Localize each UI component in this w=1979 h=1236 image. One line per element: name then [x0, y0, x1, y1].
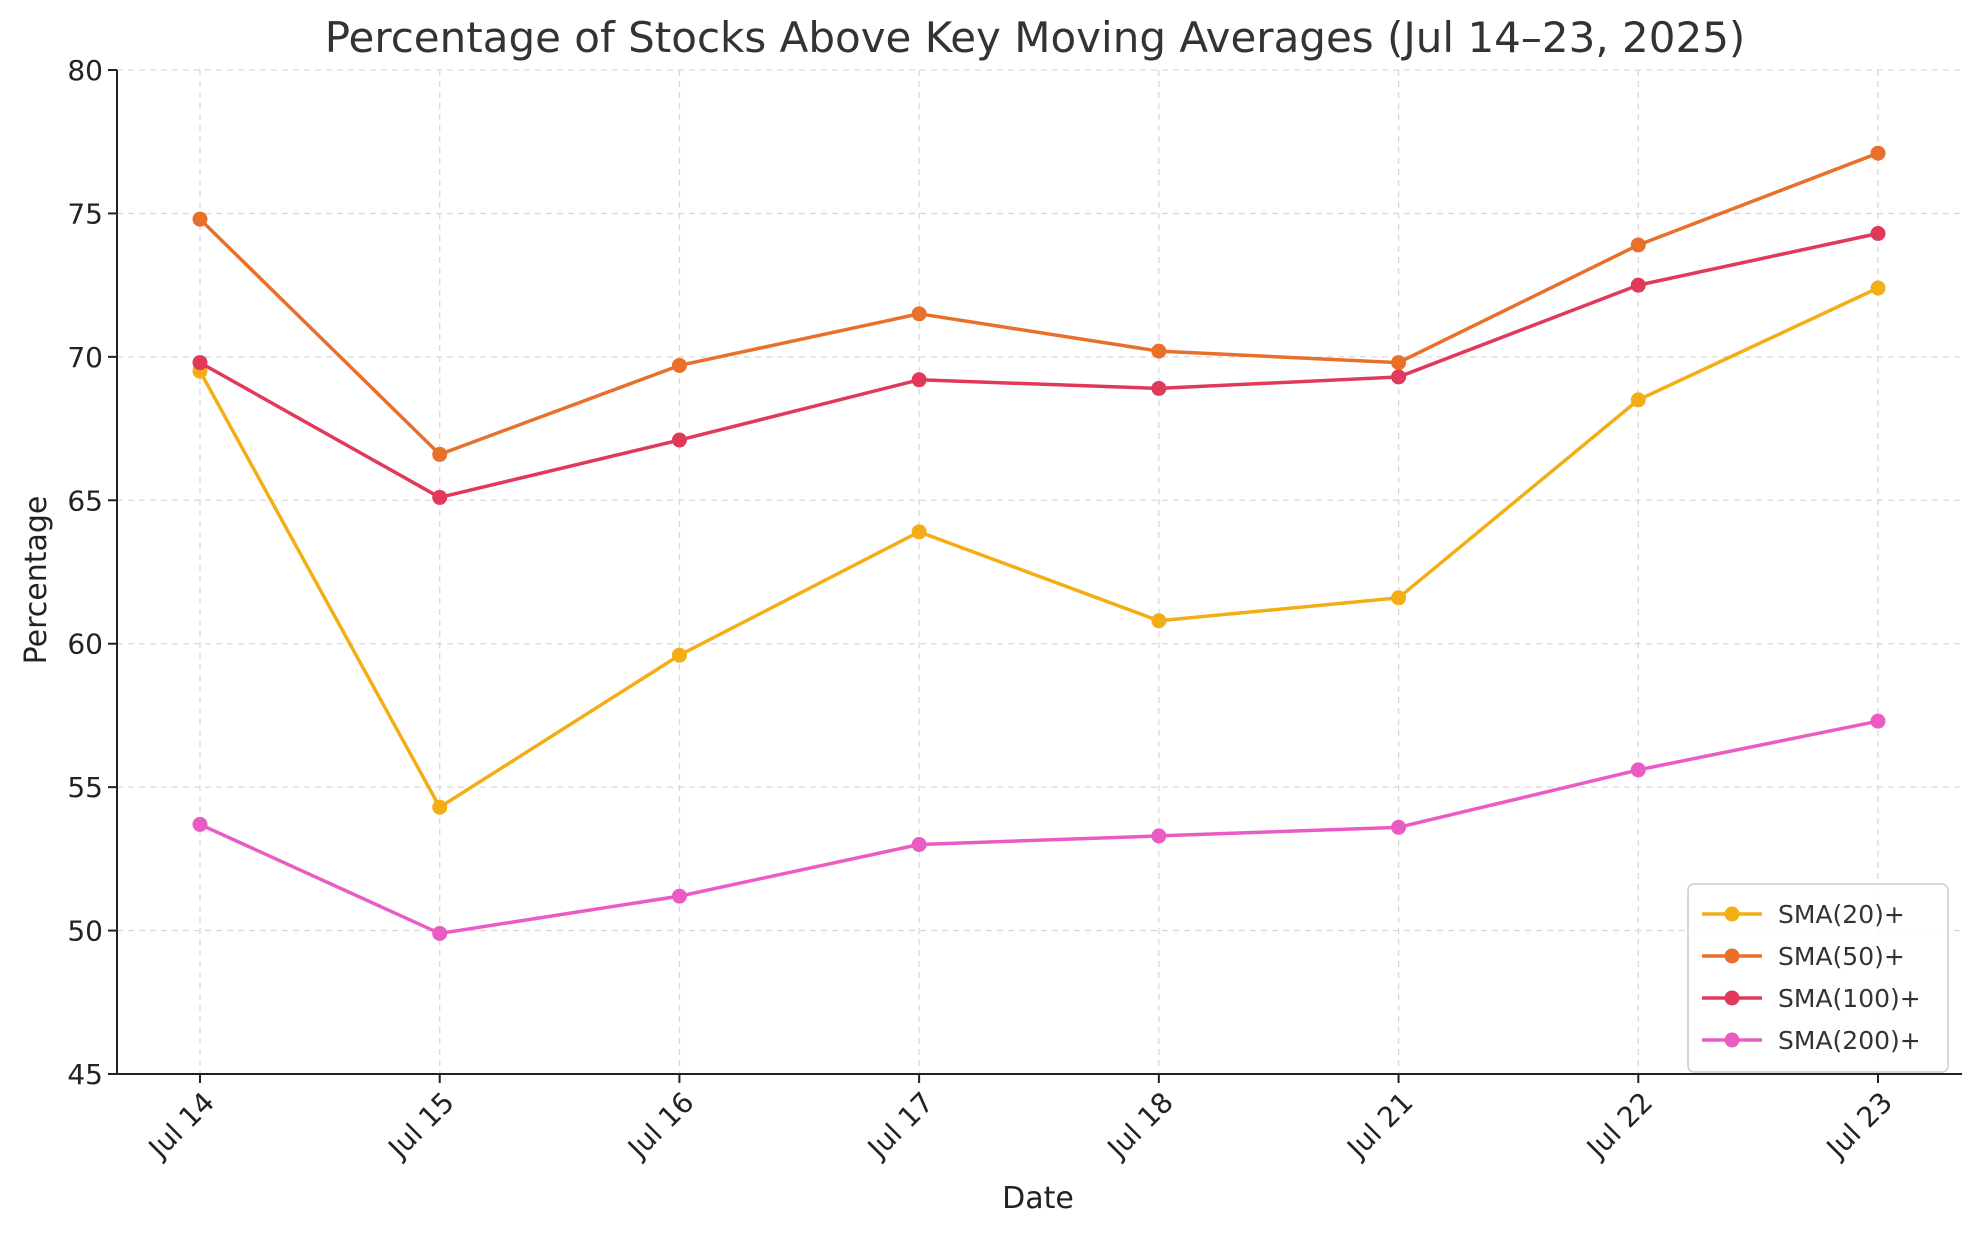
point-2-5: [1391, 369, 1407, 385]
series-line-1: [198, 151, 1879, 457]
x-tick-label-7: Jul 23: [1819, 1086, 1899, 1166]
point-0-2: [671, 647, 687, 663]
point-1-1: [432, 446, 448, 462]
series-1: [192, 145, 1886, 462]
legend-swatch-marker-3: [1724, 1032, 1740, 1048]
point-0-6: [1630, 392, 1646, 408]
point-0-7: [1870, 280, 1886, 296]
x-tick-label-6: Jul 22: [1579, 1086, 1659, 1166]
y-tick-label-4: 65: [67, 484, 103, 517]
y-tick-label-5: 70: [67, 341, 103, 374]
y-tick-label-1: 50: [67, 915, 103, 948]
point-3-5: [1391, 819, 1407, 835]
point-3-6: [1630, 762, 1646, 778]
point-2-1: [432, 489, 448, 505]
point-1-6: [1630, 237, 1646, 253]
point-3-1: [432, 925, 448, 941]
point-2-7: [1870, 226, 1886, 242]
point-2-3: [911, 372, 927, 388]
point-3-0: [192, 816, 208, 832]
legend-swatch-marker-0: [1724, 906, 1740, 922]
series-0: [192, 280, 1886, 815]
y-tick-label-7: 80: [67, 54, 103, 87]
series-lines: [192, 145, 1886, 941]
x-tick-label-5: Jul 21: [1339, 1086, 1419, 1166]
point-1-4: [1151, 343, 1167, 359]
point-1-3: [911, 306, 927, 322]
x-tick-label-3: Jul 17: [860, 1086, 940, 1166]
point-2-4: [1151, 380, 1167, 396]
point-1-7: [1870, 145, 1886, 161]
axes: [116, 70, 1962, 1075]
y-tick-label-3: 60: [67, 628, 103, 661]
x-tick-label-1: Jul 15: [381, 1086, 461, 1166]
legend-swatch-marker-1: [1724, 948, 1740, 964]
legend-label-0: SMA(20)+: [1778, 900, 1905, 929]
tick-labels: 45 50 55 60 65 70 75 80 Jul 14 Jul 15 Jul 16 Jul 17…: [67, 54, 1899, 1166]
point-0-4: [1151, 613, 1167, 629]
y-tick-label-0: 45: [67, 1058, 103, 1091]
series-line-0: [198, 286, 1879, 809]
series-line-3: [199, 719, 1879, 936]
point-2-0: [192, 355, 208, 371]
series-line-2: [199, 231, 1879, 500]
legend-label-3: SMA(200)+: [1778, 1026, 1921, 1055]
series-3: [192, 713, 1886, 941]
legend-box: [1687, 883, 1949, 1073]
legend: SMA(20)+ SMA(50)+ SMA(100)+ SMA(200)+: [1687, 883, 1949, 1073]
point-3-2: [671, 888, 687, 904]
point-3-3: [911, 837, 927, 853]
x-tick-label-2: Jul 16: [620, 1086, 700, 1166]
y-tick-label-2: 55: [67, 771, 103, 804]
point-0-3: [911, 524, 927, 540]
legend-swatch-marker-2: [1724, 990, 1740, 1006]
grid: [117, 69, 1962, 1075]
legend-label-2: SMA(100)+: [1778, 984, 1921, 1013]
point-2-2: [671, 432, 687, 448]
x-axis-label: Date: [1002, 1181, 1074, 1216]
point-0-5: [1391, 590, 1407, 606]
point-1-5: [1391, 355, 1407, 371]
legend-label-1: SMA(50)+: [1778, 942, 1905, 971]
point-1-2: [671, 357, 687, 373]
point-0-1: [432, 799, 448, 815]
point-3-7: [1870, 713, 1886, 729]
point-2-6: [1630, 277, 1646, 293]
chart-title: Percentage of Stocks Above Key Moving Av…: [325, 13, 1746, 62]
point-3-4: [1151, 828, 1167, 844]
y-axis-label: Percentage: [19, 496, 54, 665]
x-tick-label-0: Jul 14: [141, 1086, 221, 1166]
series-2: [192, 226, 1886, 505]
point-1-0: [192, 211, 208, 227]
y-tick-label-6: 75: [67, 197, 103, 230]
x-tick-label-4: Jul 18: [1100, 1086, 1180, 1166]
